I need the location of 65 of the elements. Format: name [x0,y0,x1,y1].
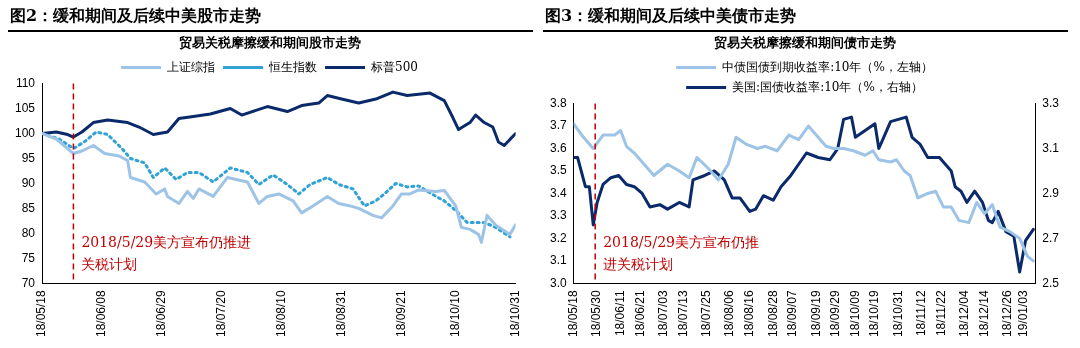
legend-label: 上证综指 [167,59,216,74]
chart-subtitle: 贸易关税摩擦缓和期间股市走势 [178,35,361,51]
x-tick-label: 18/08/28 [765,289,780,338]
y-tick-label: 3.8 [549,95,567,110]
x-tick-label: 18/12/26 [1000,289,1015,338]
y-tick-label: 100 [14,125,36,140]
x-tick-label: 18/12/04 [957,289,972,338]
y2-tick-label: 3.1 [1042,140,1060,155]
ref-line-label: 2018/5/29美方宣布仍推进关税计划 [81,234,252,273]
y-tick-label: 80 [21,225,36,240]
x-tick-label: 18/08/06 [722,289,737,338]
y-tick-label: 85 [21,200,36,215]
x-tick-label: 18/08/10 [273,289,288,338]
ref-line-label: 2018/5/29美方宣布仍推进关税计划 [603,234,759,273]
y-tick-label: 3.7 [549,118,567,133]
y2-tick-label: 2.7 [1042,230,1060,245]
y-tick-label: 95 [21,150,36,165]
y-tick-label: 3.3 [549,208,567,223]
y2-tick-label: 3.3 [1042,95,1060,110]
chart-subtitle: 贸易关税摩擦缓和期间债市走势 [713,35,896,51]
chart-title: 图2：缓和期间及后续中美股市走势 [8,4,533,32]
x-tick-label: 18/06/21 [632,289,647,338]
y-tick-label: 110 [15,75,36,90]
legend-label: 标普500 [370,59,418,74]
legend-label: 恒生指数 [268,59,318,74]
y-tick-label: 75 [21,250,36,265]
y-tick-label: 3.2 [549,230,567,245]
x-tick-label: 18/07/20 [214,289,229,338]
y-tick-label: 105 [14,100,36,115]
x-tick-label: 18/10/10 [448,289,462,338]
x-tick-label: 18/07/03 [655,289,670,338]
y2-tick-label: 2.9 [1042,185,1060,200]
x-tick-label: 18/08/16 [742,289,757,338]
x-tick-label: 18/12/14 [976,289,991,338]
x-tick-label: 18/06/29 [154,289,169,338]
y-tick-label: 3.1 [549,253,567,268]
legend-label: 中债国债到期收益率:10年（%，左轴） [722,59,933,74]
x-tick-label: 18/09/29 [828,289,843,338]
y2-tick-label: 2.5 [1042,275,1060,290]
x-tick-label: 18/09/07 [785,289,800,338]
x-tick-label: 18/10/19 [867,289,882,338]
x-tick-label: 18/09/19 [808,289,823,338]
y-tick-label: 3.6 [549,140,567,155]
x-tick-label: 18/05/18 [565,289,580,338]
x-tick-label: 18/07/13 [675,289,690,338]
chart-title: 图3：缓和期间及后续中美债市走势 [543,4,1068,32]
x-tick-label: 18/05/18 [34,289,49,338]
x-tick-label: 18/11/12 [914,289,929,337]
x-tick-label: 18/06/11 [612,289,627,337]
x-tick-label: 19/01/03 [1015,289,1030,338]
x-tick-label: 18/10/09 [847,289,862,338]
x-tick-label: 18/05/30 [589,289,604,338]
x-tick-label: 18/10/31 [507,289,522,338]
x-tick-label: 18/10/31 [890,289,905,338]
x-tick-label: 18/09/21 [393,289,408,338]
y-tick-label: 70 [21,275,36,290]
x-tick-label: 18/11/22 [933,289,948,337]
x-tick-label: 18/08/31 [333,289,348,338]
y-tick-label: 3.5 [549,163,567,178]
x-tick-label: 18/07/25 [699,289,714,338]
legend-label: 美国:国债收益率:10年（%，右轴） [732,79,923,94]
y-tick-label: 90 [21,175,36,190]
y-tick-label: 3.0 [549,275,567,290]
y-tick-label: 3.4 [549,185,567,200]
x-tick-label: 18/06/08 [94,289,109,338]
